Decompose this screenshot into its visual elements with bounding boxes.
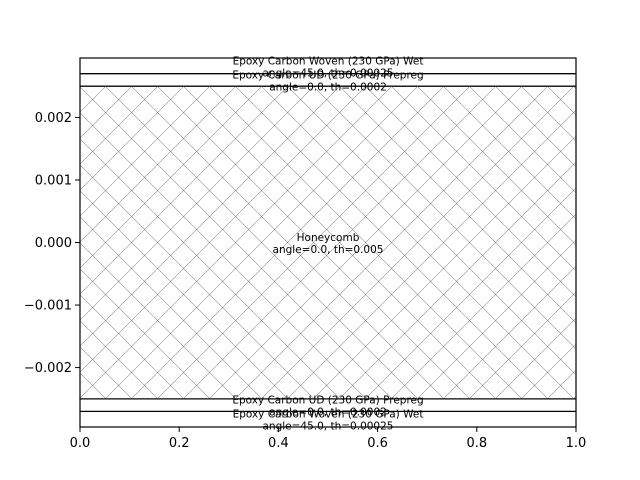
hatch-line (443, 86, 576, 220)
hatch-line (599, 86, 640, 399)
ply-material-label: Epoxy Carbon UD (230 GPa) Prepreg (232, 395, 423, 407)
ply-info-label: angle=0.0, th=0.005 (273, 244, 384, 256)
hatch-line (469, 86, 576, 194)
hatch-line (80, 190, 289, 399)
x-axis: 0.0 0.2 0.4 0.6 0.8 1.0 (70, 427, 587, 451)
x-tick-label: 0.8 (466, 436, 487, 451)
hatch-line (80, 86, 211, 217)
hatch-line (80, 320, 159, 399)
hatch-line (365, 86, 576, 298)
hatch-line (80, 86, 185, 191)
y-tick-label: 0.002 (35, 111, 72, 126)
ply-2 (79, 85, 577, 400)
x-tick-label: 1.0 (566, 436, 587, 451)
hatch-line (495, 86, 576, 168)
hatch-line (573, 86, 576, 90)
hatch-line (209, 86, 523, 399)
hatch-line (183, 86, 497, 399)
hatch-line (521, 86, 576, 142)
ply-material-label: Epoxy Carbon UD (230 GPa) Prepreg (232, 69, 423, 81)
hatch-line (625, 86, 640, 399)
hatch-line (599, 86, 640, 399)
ply-material-label: Epoxy Carbon Woven (230 GPa) Wet (233, 409, 424, 421)
hatch-line (339, 86, 576, 324)
hatch-line (443, 265, 576, 399)
hatch-line (313, 86, 576, 350)
hatch-line (80, 268, 211, 399)
ply-info-label: angle=0.0, th=0.0002 (269, 407, 387, 419)
ply-info-label: angle=0.0, th=0.0002 (269, 81, 387, 93)
hatch-line (80, 164, 315, 399)
y-tick-label: −0.002 (24, 361, 72, 376)
ply-material-label: Epoxy Carbon Woven (230 GPa) Wet (233, 55, 424, 67)
x-tick-label: 0.4 (268, 436, 289, 451)
hatch-line (80, 216, 263, 399)
hatch-line (80, 86, 393, 399)
hatch-line (521, 343, 576, 399)
ply-info-label: angle=45.0, th=0.00025 (263, 67, 394, 79)
x-tick-label: 0.2 (169, 436, 190, 451)
hatch-line (131, 86, 445, 399)
hatch-line (261, 86, 575, 399)
y-tick-label: −0.001 (24, 299, 72, 314)
hatch-line (157, 86, 471, 399)
hatch-line (80, 138, 341, 399)
hatch-line (495, 317, 576, 399)
hatch-line (573, 395, 576, 399)
hatch-line (235, 86, 549, 399)
hatch-line (287, 86, 576, 376)
y-tick-label: 0.001 (35, 173, 72, 188)
hatch-line (80, 86, 237, 243)
hatch-line (625, 86, 640, 399)
hatch-line (469, 291, 576, 399)
x-tick-label: 0.6 (367, 436, 388, 451)
hatch-line (80, 242, 237, 399)
hatch-line (391, 86, 576, 272)
y-tick-label: 0.000 (35, 236, 72, 251)
hatch-line (80, 294, 185, 399)
x-tick-label: 0.0 (70, 436, 91, 451)
hatch-line (80, 86, 159, 165)
hatch-line (80, 112, 367, 399)
hatch-line (105, 86, 419, 399)
ply-material-label: Honeycomb (297, 232, 360, 244)
y-axis: −0.002 −0.001 0.000 0.001 0.002 (24, 111, 80, 376)
hatch-line (417, 86, 576, 246)
honeycomb-hatch (80, 86, 640, 399)
